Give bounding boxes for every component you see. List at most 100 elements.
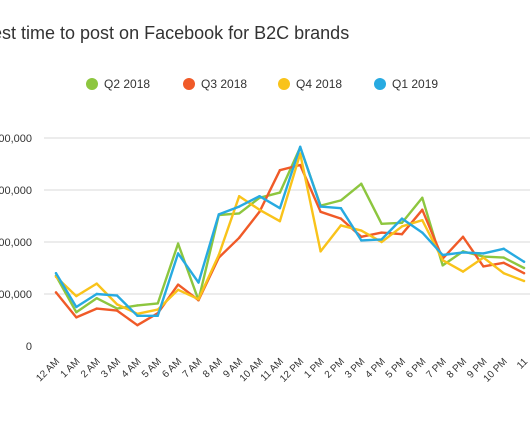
series-group	[54, 145, 526, 327]
data-point	[522, 272, 526, 275]
x-tick-label: 3 PM	[343, 356, 367, 380]
data-point	[278, 191, 282, 194]
data-point	[502, 261, 505, 264]
legend-label: Q4 2018	[296, 77, 342, 91]
data-point	[115, 303, 119, 306]
x-tick-label: 1 PM	[302, 356, 326, 380]
x-tick-label: 2 AM	[79, 356, 103, 380]
x-tick-label: 11	[515, 356, 530, 371]
data-point	[421, 196, 424, 199]
data-point	[299, 145, 302, 149]
data-point	[319, 250, 322, 253]
y-tick-label: 400,000	[0, 133, 32, 145]
data-point	[441, 253, 444, 257]
series-line-q1-2019	[54, 145, 526, 317]
data-point	[421, 208, 424, 211]
data-point	[156, 314, 159, 318]
data-point	[421, 231, 424, 234]
chart-title: est time to post on Facebook for B2C bra…	[0, 23, 349, 43]
data-point	[339, 207, 343, 210]
data-point	[176, 288, 180, 292]
data-point	[75, 294, 78, 298]
data-point	[54, 291, 58, 294]
data-point	[502, 247, 505, 250]
data-point	[258, 195, 261, 198]
data-point	[400, 217, 404, 220]
legend-marker	[86, 78, 98, 90]
data-point	[54, 272, 58, 275]
data-point	[482, 252, 485, 255]
data-point	[95, 282, 98, 285]
data-point	[156, 302, 159, 305]
x-tick-label: 1 AM	[59, 356, 83, 380]
legend-label: Q1 2019	[392, 77, 438, 91]
y-tick-label: 200,000	[0, 237, 32, 249]
data-point	[115, 309, 119, 312]
data-point	[176, 283, 180, 286]
data-point	[461, 270, 465, 273]
series-line-q2-2018	[54, 146, 526, 314]
series-q1-2019	[54, 145, 526, 318]
data-point	[319, 205, 322, 208]
data-point	[115, 294, 119, 297]
data-point	[400, 225, 404, 228]
legend: Q2 2018 Q3 2018 Q4 2018 Q1 2019	[86, 77, 438, 91]
data-point	[502, 272, 505, 275]
x-tick-label: 4 AM	[120, 356, 144, 380]
data-point	[136, 314, 139, 318]
data-point	[75, 316, 78, 319]
x-tick-label: 7 PM	[424, 356, 448, 380]
data-point	[299, 163, 302, 167]
data-point	[299, 152, 302, 155]
legend-label: Q2 2018	[104, 77, 150, 91]
data-point	[461, 235, 465, 238]
data-point	[360, 229, 363, 232]
data-point	[380, 222, 383, 225]
y-tick-label: 0	[26, 341, 32, 353]
data-point	[461, 251, 465, 254]
data-point	[95, 292, 98, 296]
data-point	[502, 256, 505, 259]
series-q2-2018	[54, 146, 526, 314]
data-point	[237, 212, 241, 215]
data-point	[115, 307, 119, 310]
data-point	[339, 224, 343, 227]
data-point	[522, 266, 526, 270]
data-point	[441, 264, 444, 267]
data-point	[217, 213, 220, 216]
data-point	[522, 260, 526, 263]
x-tick-label: 6 AM	[160, 356, 184, 380]
data-point	[278, 169, 282, 172]
data-point	[176, 252, 180, 255]
data-point	[95, 296, 98, 300]
legend-item-q3-2018: Q3 2018	[183, 77, 247, 91]
legend-marker	[183, 78, 195, 90]
x-tick-label: 5 PM	[384, 356, 408, 380]
data-point	[217, 253, 220, 257]
legend-label: Q3 2018	[201, 77, 247, 91]
legend-marker	[278, 78, 290, 90]
data-point	[156, 308, 159, 311]
data-point	[197, 298, 200, 301]
data-point	[522, 279, 526, 283]
x-tick-label: 5 AM	[140, 356, 164, 380]
data-point	[197, 281, 200, 284]
data-point	[136, 324, 139, 327]
gridlines	[44, 137, 530, 295]
data-point	[400, 221, 404, 224]
x-tick-label: 8 AM	[201, 356, 225, 380]
x-tick-label: 3 AM	[99, 356, 123, 380]
data-point	[237, 236, 241, 240]
data-point	[136, 304, 139, 307]
data-point	[278, 207, 282, 210]
data-point	[380, 231, 383, 234]
data-point	[176, 242, 180, 245]
data-point	[360, 239, 363, 242]
legend-item-q1-2019: Q1 2019	[374, 77, 438, 91]
data-point	[339, 199, 343, 202]
legend-item-q2-2018: Q2 2018	[86, 77, 150, 91]
data-point	[75, 311, 78, 314]
data-point	[319, 210, 322, 214]
data-point	[380, 240, 383, 244]
